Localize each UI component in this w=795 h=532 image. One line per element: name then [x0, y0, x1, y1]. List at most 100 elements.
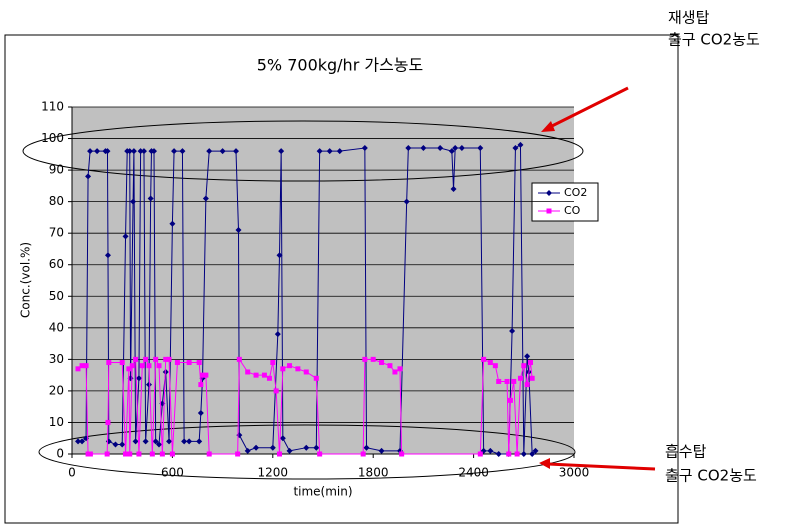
data-point — [198, 382, 204, 388]
data-point — [132, 438, 139, 445]
legend-label: CO2 — [564, 186, 587, 199]
data-point — [360, 451, 366, 457]
data-point — [147, 195, 154, 202]
data-point — [200, 372, 206, 378]
data-point — [219, 148, 226, 155]
data-point — [506, 451, 512, 457]
data-point — [313, 375, 319, 381]
data-point — [112, 441, 119, 448]
legend-label: CO — [564, 204, 581, 217]
data-point — [235, 227, 242, 234]
data-point — [104, 148, 111, 155]
data-point — [450, 186, 457, 193]
data-point — [303, 444, 310, 451]
data-point — [79, 363, 85, 369]
data-point — [196, 360, 202, 366]
y-tick-label: 70 — [49, 226, 64, 240]
x-tick-label: 1800 — [358, 466, 389, 480]
data-point — [145, 381, 152, 388]
data-point — [136, 451, 142, 457]
series-line — [77, 357, 533, 455]
y-tick-label: 40 — [49, 320, 64, 334]
data-point — [186, 438, 193, 445]
data-point — [524, 382, 530, 388]
data-point — [392, 369, 398, 375]
data-point — [295, 366, 301, 372]
data-point — [316, 148, 323, 155]
legend: CO2 CO — [531, 182, 599, 222]
data-point — [119, 360, 125, 366]
data-point — [126, 366, 132, 372]
data-point — [140, 148, 147, 155]
data-point — [135, 375, 142, 382]
data-point — [244, 447, 251, 454]
data-point — [517, 375, 523, 381]
data-point — [487, 447, 494, 454]
data-point — [139, 363, 145, 369]
y-tick-label: 50 — [49, 289, 64, 303]
data-point — [317, 451, 323, 457]
arrow — [547, 86, 629, 130]
data-point — [403, 198, 410, 205]
data-point — [529, 451, 536, 457]
data-point — [166, 356, 172, 362]
data-point — [146, 363, 152, 369]
legend-marker — [546, 208, 552, 214]
data-point — [420, 145, 427, 152]
annotation: 흡수탑 — [665, 443, 707, 461]
data-point — [232, 148, 239, 155]
data-point — [197, 409, 204, 416]
legend-marker — [546, 190, 552, 196]
data-point — [270, 360, 276, 366]
data-point — [379, 360, 385, 366]
data-point — [181, 438, 188, 445]
data-point — [179, 148, 186, 155]
data-point — [253, 444, 260, 451]
data-point — [169, 451, 175, 457]
data-point — [336, 148, 343, 155]
data-point — [163, 356, 169, 362]
data-point — [166, 438, 173, 445]
data-point — [276, 451, 282, 457]
data-point — [235, 451, 241, 457]
data-point — [437, 145, 444, 152]
data-point — [520, 451, 527, 457]
data-point — [130, 198, 137, 205]
data-point — [448, 148, 455, 155]
data-point — [521, 363, 527, 369]
data-point — [129, 363, 135, 369]
data-point — [405, 145, 412, 152]
x-axis-label: time(min) — [293, 485, 352, 499]
data-point — [83, 363, 89, 369]
y-tick-label: 20 — [49, 383, 64, 397]
data-point — [452, 145, 459, 152]
data-point — [273, 388, 279, 394]
data-point — [126, 148, 133, 155]
data-point — [202, 195, 209, 202]
data-point — [156, 441, 163, 448]
chart-title: 5% 700kg/hr 가스농도 — [257, 56, 424, 75]
data-point — [514, 451, 520, 457]
data-point — [287, 363, 293, 369]
data-point — [150, 148, 157, 155]
data-point — [79, 438, 86, 445]
y-tick-label: 110 — [41, 100, 64, 114]
data-point — [174, 360, 180, 366]
data-point — [261, 372, 267, 378]
data-point — [236, 356, 242, 362]
data-point — [481, 356, 487, 362]
data-point — [507, 397, 513, 403]
data-point — [87, 148, 94, 155]
data-point — [75, 438, 82, 445]
data-point — [206, 451, 212, 457]
data-point — [511, 378, 517, 384]
data-point — [171, 148, 178, 155]
data-point — [203, 372, 209, 378]
y-tick-label: 0 — [56, 447, 64, 461]
data-point — [303, 369, 309, 375]
highlight-ellipse — [38, 424, 576, 480]
plot-area — [72, 107, 574, 454]
data-point — [133, 356, 139, 362]
y-tick-label: 30 — [49, 352, 64, 366]
